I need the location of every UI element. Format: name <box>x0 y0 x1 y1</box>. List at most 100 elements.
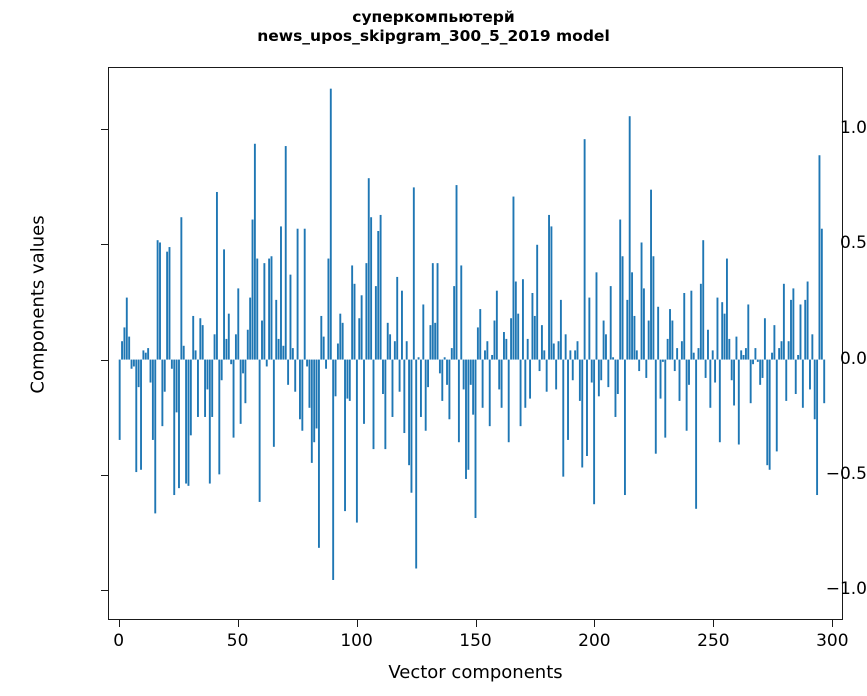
bar <box>816 359 819 496</box>
bar <box>123 327 126 360</box>
bar <box>498 359 501 390</box>
bar <box>351 265 354 360</box>
bar <box>521 279 524 360</box>
bar <box>804 299 807 360</box>
bar <box>329 88 332 360</box>
bar <box>213 334 216 360</box>
x-tick-label: 100 <box>340 631 373 651</box>
bar <box>481 359 484 408</box>
bar <box>422 304 425 360</box>
bar <box>683 292 686 360</box>
bar <box>332 359 335 580</box>
bar <box>650 189 652 360</box>
bar <box>398 359 401 392</box>
bar <box>367 178 370 360</box>
bar <box>718 359 721 443</box>
bar <box>775 359 778 452</box>
bar <box>555 359 558 390</box>
bar <box>569 350 572 360</box>
bar <box>438 359 441 374</box>
bar <box>244 359 247 404</box>
bar <box>204 359 207 417</box>
bar <box>711 350 714 360</box>
bar <box>403 359 406 434</box>
bar <box>721 302 724 360</box>
bar <box>714 359 717 383</box>
bar <box>676 348 679 360</box>
bar <box>759 359 762 385</box>
bar <box>659 359 662 399</box>
bar <box>638 359 641 372</box>
bar <box>578 359 581 401</box>
bar <box>287 359 290 385</box>
bar <box>749 359 752 404</box>
bar <box>168 247 171 360</box>
bar <box>602 320 605 360</box>
bar <box>545 359 548 392</box>
bar <box>317 359 320 548</box>
bar <box>600 359 603 381</box>
bar <box>548 214 550 360</box>
y-tick-label: 0.5 <box>839 233 867 254</box>
x-tick-mark <box>832 620 834 627</box>
bar <box>405 341 408 360</box>
bar <box>365 263 368 360</box>
bar <box>621 256 624 360</box>
bar <box>486 341 489 360</box>
bar <box>348 359 351 401</box>
bar <box>671 320 674 360</box>
bar <box>284 146 287 360</box>
bar <box>645 359 648 378</box>
bar <box>355 359 358 523</box>
bar <box>725 258 728 360</box>
bar <box>453 286 456 360</box>
bar <box>353 283 356 360</box>
bar <box>208 359 211 484</box>
bar <box>270 256 273 360</box>
bar <box>640 242 643 360</box>
bar <box>680 341 683 360</box>
bar <box>778 348 781 360</box>
bar <box>806 281 809 360</box>
bar <box>370 217 373 360</box>
bar <box>519 359 522 427</box>
bar <box>652 256 655 360</box>
bar <box>389 334 392 360</box>
bar-series-canvas <box>118 88 826 580</box>
bar <box>396 276 399 360</box>
bar <box>590 359 593 383</box>
bar <box>125 297 128 360</box>
bar <box>341 322 344 360</box>
bar <box>156 240 159 360</box>
bar <box>491 354 494 360</box>
bar <box>524 359 527 408</box>
bar <box>336 343 339 360</box>
chart-title-line-2: news_upos_skipgram_300_5_2019 model <box>257 26 610 45</box>
bar <box>581 359 584 468</box>
bar <box>315 359 318 429</box>
bar <box>626 299 629 360</box>
bar <box>201 325 204 360</box>
bar <box>194 350 197 360</box>
chart-title-line-1: суперкомпьютерй <box>352 8 515 26</box>
bar <box>272 359 275 447</box>
x-tick-mark <box>356 620 358 627</box>
bar <box>291 348 294 360</box>
y-tick-mark <box>101 359 108 361</box>
bar <box>692 352 695 360</box>
bar <box>505 338 508 360</box>
bar <box>253 143 256 360</box>
bar <box>794 359 797 395</box>
bar <box>503 332 505 360</box>
bar <box>635 350 638 360</box>
bar <box>514 281 517 360</box>
bar <box>507 359 510 443</box>
bar <box>474 359 477 518</box>
bar <box>289 274 292 360</box>
bar <box>597 359 600 397</box>
bar <box>799 304 802 360</box>
bar <box>175 359 178 413</box>
bar <box>182 345 185 360</box>
bar <box>811 334 814 360</box>
bar <box>730 359 733 381</box>
